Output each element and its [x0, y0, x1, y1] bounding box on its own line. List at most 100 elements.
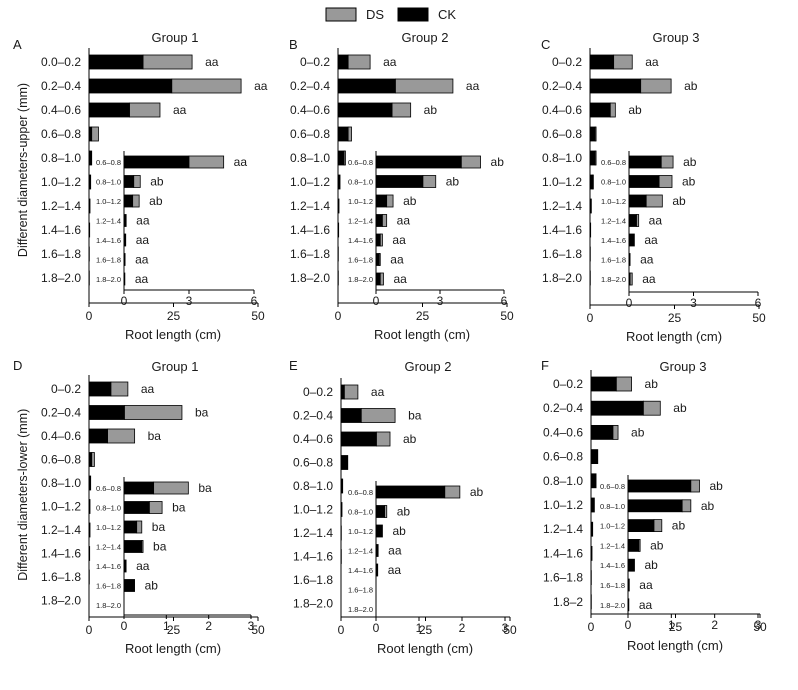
category-label: 0.6–0.8	[290, 127, 330, 141]
x-tick-label: 0	[338, 623, 345, 637]
bar-ck	[589, 150, 596, 166]
inset-x-tick-label: 6	[501, 294, 508, 308]
inset-x-tick-label: 0	[121, 294, 128, 308]
inset-significance-label: aa	[135, 253, 149, 267]
bar-ds	[613, 54, 633, 70]
inset-bar-ds	[653, 519, 663, 532]
inset-bar-ck	[627, 479, 692, 493]
bar-ds	[343, 150, 346, 166]
category-label: 0.4–0.6	[41, 429, 81, 443]
inset-category-label: 1.6–1.8	[600, 581, 625, 590]
bar-ds	[142, 54, 193, 70]
bar-ds	[612, 424, 619, 440]
inset-category-label: 1.6–1.8	[96, 582, 121, 591]
inset-x-tick-label: 2	[459, 621, 466, 635]
category-label: 0.2–0.4	[542, 79, 582, 93]
category-label: 0.8–1.0	[542, 151, 582, 165]
category-label: 1.8–2.0	[41, 271, 81, 285]
inset-significance-label: ab	[149, 194, 163, 208]
inset-bar-ds	[381, 214, 388, 227]
inset-x-tick-label: 2	[711, 618, 718, 632]
x-tick-label: 0	[335, 309, 342, 323]
bar-ck	[337, 198, 340, 214]
bar-ds	[395, 78, 454, 94]
bar-ck	[88, 405, 125, 420]
significance-label: ab	[645, 377, 659, 391]
inset-category-label: 0.6–0.8	[96, 158, 121, 167]
inset-category-label: 0.8–1.0	[348, 178, 373, 187]
category-label: 0–0.2	[303, 385, 333, 399]
panel-title: Group 2	[402, 30, 449, 45]
category-label: 1.6–1.8	[41, 570, 81, 584]
inset-category-label: 1.8–2.0	[96, 601, 121, 610]
inset-significance-label: ab	[672, 519, 686, 533]
inset-significance-label: aa	[393, 272, 407, 286]
inset-category-label: 1.6–1.8	[348, 586, 373, 595]
bar-ck	[337, 54, 349, 70]
bar-ck	[88, 428, 108, 444]
inset-bar-ds	[188, 155, 225, 169]
bar-ds	[594, 150, 597, 166]
panel-title: Group 1	[152, 359, 199, 374]
inset-category-label: 0.8–1.0	[96, 504, 121, 513]
bar-ck	[590, 376, 617, 392]
bar-ck	[88, 222, 91, 238]
inset-category-label: 0.6–0.8	[348, 488, 373, 497]
bar-ck	[337, 150, 345, 166]
bar-ck	[340, 455, 349, 470]
significance-label: aa	[205, 55, 219, 69]
category-label: 0.8–1.0	[293, 479, 333, 493]
significance-label: aa	[254, 79, 268, 93]
panel-b: B Group 2 0 25 50 Root length (cm) 0–0.2 aa 0.2–…	[289, 30, 514, 342]
inset-bar-ds	[645, 194, 663, 208]
inset-bar-ck	[375, 505, 386, 518]
inset-significance-label: ab	[701, 499, 715, 513]
inset-significance-label: ab	[650, 538, 664, 552]
inset-chart: 0 3 6 0.6–0.8 ab 0.8–1.0 ab 1.0–1.2 ab 1.2–1.4 aa 1…	[601, 151, 762, 310]
inset-category-label: 1.0–1.2	[348, 527, 373, 536]
category-label: 0.8–1.0	[41, 476, 81, 490]
inset-category-label: 1.4–1.6	[600, 561, 625, 570]
bar-ck	[88, 381, 112, 397]
inset-significance-label: aa	[640, 253, 654, 267]
inset-bar-ck	[375, 155, 462, 169]
inset-bar-ds	[660, 155, 674, 169]
category-label: 1.8–2.0	[293, 597, 333, 611]
category-label: 0.4–0.6	[293, 432, 333, 446]
inset-bar-ds	[384, 505, 388, 518]
bar-ck	[337, 78, 396, 94]
inset-significance-label: aa	[639, 598, 653, 612]
panel-f: F Group 3 0 25 50 Root length (cm) 0–0.2 ab 0.2–…	[541, 358, 767, 653]
inset-bar-ck	[375, 563, 379, 577]
significance-label: ab	[673, 401, 687, 415]
inset-bar-ck	[375, 272, 381, 286]
inset-significance-label: ab	[491, 155, 505, 169]
bar-ck	[88, 475, 92, 491]
inset-category-label: 1.4–1.6	[96, 562, 121, 571]
bar-ck	[589, 198, 592, 214]
inset-category-label: 1.8–2.0	[96, 275, 121, 284]
bar-ck	[88, 54, 144, 70]
category-label: 0–0.2	[552, 55, 582, 69]
bar-ck	[88, 78, 173, 94]
inset-bar-ck	[123, 194, 134, 208]
significance-label: aa	[466, 79, 480, 93]
inset-bar-ds	[638, 539, 641, 552]
category-label: 1.4–1.6	[542, 223, 582, 237]
bar-ds	[91, 126, 99, 142]
bar-ck	[337, 174, 341, 190]
inset-bar-ck	[628, 214, 637, 227]
bar-ds	[592, 174, 594, 190]
inset-significance-label: aa	[392, 233, 406, 247]
category-label: 0.4–0.6	[542, 103, 582, 117]
inset-x-tick-label: 0	[373, 294, 380, 308]
inset-significance-label: aa	[136, 233, 150, 247]
inset-bar-ds	[136, 520, 143, 534]
x-tick-label: 50	[251, 309, 265, 323]
inset-significance-label: aa	[136, 559, 150, 573]
significance-label: aa	[645, 55, 659, 69]
inset-bar-ck	[627, 499, 683, 513]
significance-label: ab	[631, 425, 645, 439]
inset-significance-label: ba	[172, 501, 186, 515]
significance-label: aa	[383, 55, 397, 69]
